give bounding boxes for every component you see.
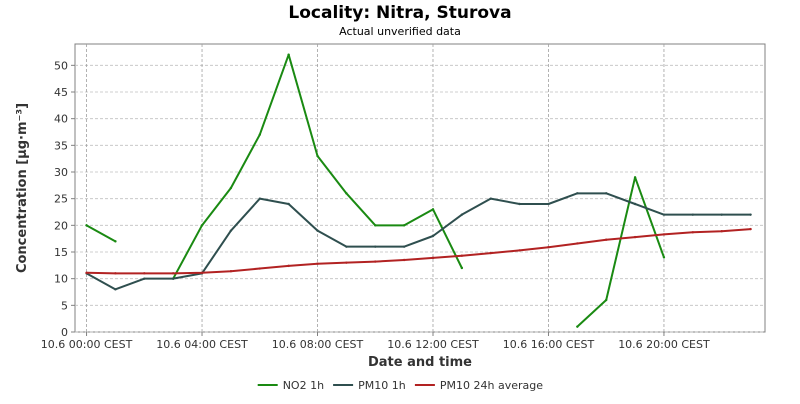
legend: NO2 1h PM10 1h PM10 24h average <box>257 379 543 392</box>
axis-layer: 0 5 10 15 20 25 30 35 40 45 50 10.6 00:00 CEST 10.6 … <box>41 59 710 351</box>
legend-label: PM10 24h average <box>440 379 543 392</box>
legend-item: PM10 24h average <box>414 379 543 392</box>
series-line-segment <box>172 53 463 280</box>
series-pm10-1h <box>85 192 752 291</box>
x-tick-label: 10.6 16:00 CEST <box>503 338 595 351</box>
y-tick-label: 40 <box>54 113 68 126</box>
chart-title: Locality: Nitra, Sturova <box>288 3 511 23</box>
legend-item: PM10 1h <box>333 379 406 392</box>
series-pm10-24h-average <box>85 227 752 275</box>
legend-label: NO2 1h <box>283 379 324 392</box>
series-line-segment <box>85 192 752 291</box>
legend-item: NO2 1h <box>257 379 324 392</box>
grid-layer <box>75 44 765 333</box>
chart-subtitle: Actual unverified data <box>339 25 461 38</box>
x-axis-label: Date and time <box>368 355 472 370</box>
y-tick-label: 0 <box>61 326 68 339</box>
y-tick-label: 25 <box>54 193 68 206</box>
x-tick-label: 10.6 00:00 CEST <box>41 338 133 351</box>
y-tick-label: 50 <box>54 59 68 72</box>
x-tick-label: 10.6 08:00 CEST <box>272 338 364 351</box>
y-tick-label: 10 <box>54 273 68 286</box>
y-tick-label: 30 <box>54 166 68 179</box>
y-tick-label: 15 <box>54 246 68 259</box>
y-tick-label: 35 <box>54 139 68 152</box>
x-tick-label: 10.6 12:00 CEST <box>387 338 479 351</box>
y-axis-label: Concentration [µg·m⁻³] <box>15 103 30 273</box>
legend-label: PM10 1h <box>358 379 406 392</box>
y-tick-label: 20 <box>54 219 68 232</box>
series-layer <box>85 53 752 328</box>
plot-area <box>74 43 766 333</box>
series-line-segment <box>85 228 752 275</box>
series-no2-1h <box>85 53 666 328</box>
x-tick-label: 10.6 20:00 CEST <box>618 338 710 351</box>
y-tick-label: 5 <box>61 299 68 312</box>
y-tick-label: 45 <box>54 86 68 99</box>
x-tick-label: 10.6 04:00 CEST <box>156 338 248 351</box>
series-line-segment <box>85 224 117 243</box>
